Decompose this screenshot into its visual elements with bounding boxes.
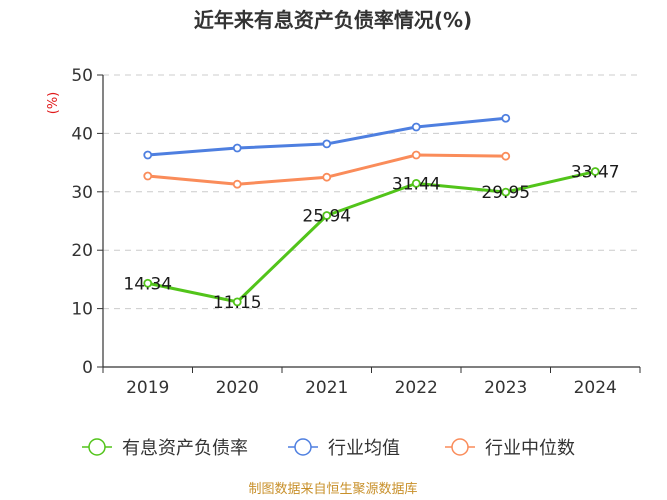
series-layer	[143, 113, 600, 307]
data-point	[411, 178, 421, 188]
series-line-1	[147, 116, 506, 157]
x-tick-label: 2020	[216, 378, 259, 398]
data-label: 29.95	[481, 183, 530, 203]
data-point	[590, 167, 600, 176]
legend-label: 行业均值	[328, 438, 400, 459]
y-tick-label: 0	[82, 358, 93, 378]
y-tick-label: 20	[71, 241, 93, 261]
data-label: 14.34	[123, 274, 172, 294]
data-label: 31.44	[392, 174, 441, 194]
y-axis-ticks: 0 10 20 30 40 50	[71, 66, 103, 378]
data-point	[322, 211, 332, 220]
axes	[102, 75, 640, 368]
x-tick-label: 2021	[305, 378, 348, 398]
x-tick-label: 2019	[126, 378, 169, 398]
x-tick-label: 2023	[484, 378, 527, 398]
x-tick-label: 2024	[574, 378, 617, 398]
grid-lines	[103, 74, 640, 310]
data-point	[322, 139, 332, 149]
y-tick-label: 40	[71, 124, 93, 144]
data-point	[411, 150, 421, 160]
data-point	[143, 171, 153, 181]
legend-item: 行业中位数	[445, 438, 575, 459]
data-point	[232, 179, 242, 189]
data-label: 25.94	[302, 207, 351, 227]
y-tick-label: 30	[71, 183, 93, 203]
data-point	[501, 113, 511, 123]
legend-marker-icon	[88, 438, 106, 456]
legend-label: 行业中位数	[485, 438, 575, 459]
data-point	[501, 151, 511, 161]
data-label: 11.15	[213, 293, 262, 313]
data-point	[501, 187, 511, 197]
series-line-0	[147, 170, 596, 304]
legend-item: 行业均值	[288, 438, 400, 459]
data-labels: 14.34 11.15 25.94 31.44 29.95 33.47	[123, 163, 619, 313]
data-point	[143, 278, 153, 288]
y-axis-unit-label: (%)	[46, 92, 61, 115]
data-point	[143, 150, 153, 160]
source-note: 制图数据来自恒生聚源数据库	[248, 481, 417, 497]
y-tick-label: 10	[71, 300, 93, 320]
legend-item: 有息资产负债率	[82, 438, 248, 459]
legend-marker-icon	[451, 438, 469, 456]
legend: 有息资产负债率 行业均值 行业中位数	[82, 438, 575, 459]
data-point	[322, 172, 332, 182]
chart-title: 近年来有息资产负债率情况(%)	[194, 8, 472, 32]
legend-label: 有息资产负债率	[122, 438, 248, 459]
x-axis-ticks: 2019 2020 2021 2022 2023 2024	[102, 367, 641, 398]
x-tick-label: 2022	[395, 378, 438, 398]
y-tick-label: 50	[71, 66, 93, 86]
data-label: 33.47	[571, 163, 620, 183]
data-point	[232, 297, 242, 307]
data-point	[232, 143, 242, 153]
legend-marker-icon	[294, 438, 312, 456]
data-point	[411, 122, 421, 132]
